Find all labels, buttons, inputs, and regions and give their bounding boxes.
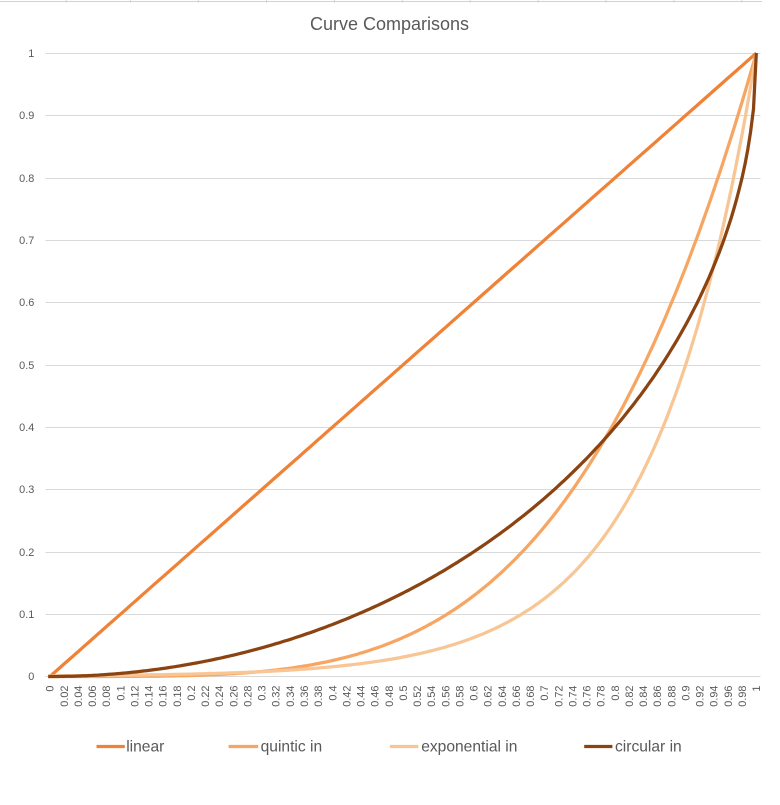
svg-text:0.7: 0.7 xyxy=(539,686,551,701)
svg-text:0.44: 0.44 xyxy=(356,686,368,707)
svg-text:0.78: 0.78 xyxy=(596,686,608,707)
svg-text:0.16: 0.16 xyxy=(158,686,170,707)
svg-text:0.3: 0.3 xyxy=(19,484,34,496)
svg-text:0.74: 0.74 xyxy=(567,686,579,707)
svg-text:0.48: 0.48 xyxy=(384,686,396,707)
svg-text:0.72: 0.72 xyxy=(553,686,565,707)
svg-text:Curve Comparisons: Curve Comparisons xyxy=(310,14,469,34)
svg-text:0.1: 0.1 xyxy=(115,686,127,701)
svg-text:0.62: 0.62 xyxy=(483,686,495,707)
svg-text:0.4: 0.4 xyxy=(327,686,339,701)
svg-text:0.08: 0.08 xyxy=(101,686,113,707)
svg-text:0: 0 xyxy=(28,671,34,683)
svg-text:0: 0 xyxy=(45,686,57,692)
svg-text:0.7: 0.7 xyxy=(19,235,34,247)
svg-text:0.64: 0.64 xyxy=(497,686,509,707)
svg-text:0.54: 0.54 xyxy=(426,686,438,707)
svg-text:0.1: 0.1 xyxy=(19,609,34,621)
svg-text:0.22: 0.22 xyxy=(200,686,212,707)
svg-text:0.42: 0.42 xyxy=(341,686,353,707)
svg-text:0.26: 0.26 xyxy=(228,686,240,707)
svg-text:0.34: 0.34 xyxy=(285,686,297,707)
svg-text:0.28: 0.28 xyxy=(243,686,255,707)
svg-text:0.58: 0.58 xyxy=(454,686,466,707)
svg-text:0.88: 0.88 xyxy=(666,686,678,707)
svg-text:0.4: 0.4 xyxy=(19,422,34,434)
svg-text:0.96: 0.96 xyxy=(723,686,735,707)
svg-text:quintic in: quintic in xyxy=(261,739,323,756)
svg-text:0.84: 0.84 xyxy=(638,686,650,707)
svg-text:linear: linear xyxy=(126,739,164,756)
svg-text:0.56: 0.56 xyxy=(440,686,452,707)
svg-text:0.36: 0.36 xyxy=(299,686,311,707)
svg-text:0.5: 0.5 xyxy=(398,686,410,701)
svg-text:circular in: circular in xyxy=(615,739,682,756)
svg-text:0.18: 0.18 xyxy=(172,686,184,707)
svg-text:1: 1 xyxy=(28,48,34,60)
svg-text:0.02: 0.02 xyxy=(59,686,71,707)
svg-text:0.12: 0.12 xyxy=(130,686,142,707)
svg-text:0.6: 0.6 xyxy=(19,297,34,309)
svg-text:0.8: 0.8 xyxy=(19,173,34,185)
svg-text:0.38: 0.38 xyxy=(313,686,325,707)
svg-text:0.9: 0.9 xyxy=(681,686,693,701)
svg-text:0.94: 0.94 xyxy=(709,686,721,707)
svg-text:0.86: 0.86 xyxy=(652,686,664,707)
svg-text:0.06: 0.06 xyxy=(87,686,99,707)
svg-text:0.2: 0.2 xyxy=(186,686,198,701)
svg-text:0.32: 0.32 xyxy=(271,686,283,707)
svg-text:1: 1 xyxy=(751,686,763,692)
svg-text:0.66: 0.66 xyxy=(511,686,523,707)
svg-text:0.76: 0.76 xyxy=(582,686,594,707)
svg-text:0.2: 0.2 xyxy=(19,547,34,559)
svg-text:0.04: 0.04 xyxy=(73,686,85,707)
svg-text:0.9: 0.9 xyxy=(19,110,34,122)
svg-text:0.8: 0.8 xyxy=(610,686,622,701)
svg-text:0.92: 0.92 xyxy=(695,686,707,707)
svg-text:0.6: 0.6 xyxy=(469,686,481,701)
svg-text:0.68: 0.68 xyxy=(525,686,537,707)
svg-text:0.46: 0.46 xyxy=(370,686,382,707)
svg-text:0.82: 0.82 xyxy=(624,686,636,707)
svg-text:0.98: 0.98 xyxy=(737,686,749,707)
svg-text:0.24: 0.24 xyxy=(214,686,226,707)
svg-text:exponential in: exponential in xyxy=(421,739,517,756)
svg-text:0.3: 0.3 xyxy=(257,686,269,701)
svg-text:0.14: 0.14 xyxy=(144,686,156,707)
svg-text:0.52: 0.52 xyxy=(412,686,424,707)
svg-text:0.5: 0.5 xyxy=(19,360,34,372)
